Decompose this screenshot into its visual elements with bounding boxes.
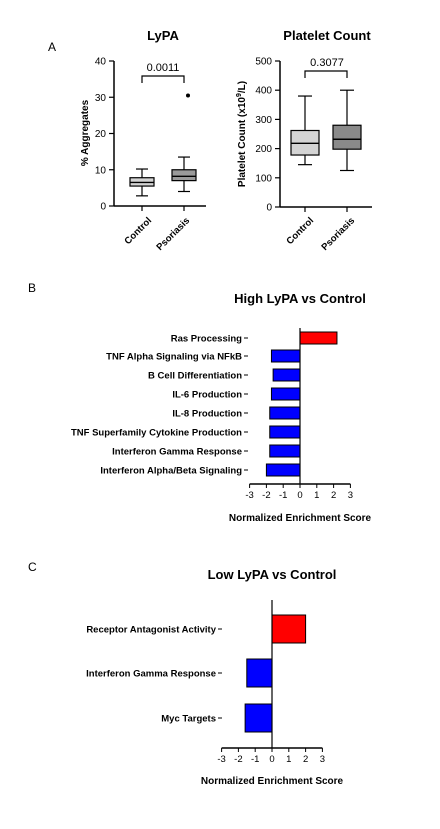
platelet-box [332, 124, 362, 150]
platelet-ytick-label: 500 [255, 57, 272, 68]
platelet-ylabel: Platelet Count (x109/L) [236, 81, 248, 187]
high-lypa-xtick-label: 0 [297, 490, 302, 501]
low-lypa-xtick-label: 1 [286, 754, 291, 765]
platelet-xtick-psoriasis: Psoriasis [319, 215, 357, 253]
low-lypa-xtick-label: 0 [269, 754, 274, 765]
low-lypa-xtick-label: 2 [303, 754, 308, 765]
high-lypa-category-label: Interferon Alpha/Beta Signaling [100, 466, 242, 477]
high-lypa-bar [269, 406, 301, 420]
high-lypa-category-label: Interferon Gamma Response [112, 447, 242, 458]
low-lypa-xlabel: Normalized Enrichment Score [201, 776, 344, 787]
lypa-boxplot: LyPA % Aggregates 0.0011 Control Psorias… [80, 28, 206, 253]
low-lypa-xtick-label: -1 [251, 754, 259, 765]
low-lypa-category-label: Myc Targets [161, 714, 216, 725]
high-lypa-xtick-label: 2 [331, 490, 336, 501]
platelet-xtick-control: Control [284, 215, 316, 247]
low-lypa-xtick-label: 3 [320, 754, 325, 765]
low-lypa-xtick-label: -3 [217, 754, 225, 765]
high-lypa-bar [272, 368, 301, 382]
high-lypa-xtick-label: -2 [262, 490, 270, 501]
platelet-ytick-label: 100 [255, 173, 272, 184]
low-lypa-barchart: Low LyPA vs Control Normalized Enrichmen… [86, 567, 343, 787]
lypa-title: LyPA [147, 28, 179, 43]
high-lypa-category-label: B Cell Differentiation [148, 371, 242, 382]
low-lypa-category-label: Receptor Antagonist Activity [86, 625, 216, 636]
platelet-ytick-label: 300 [255, 115, 272, 126]
platelet-ytick-label: 400 [255, 86, 272, 97]
high-lypa-title: High LyPA vs Control [234, 291, 366, 306]
lypa-ylabel: % Aggregates [80, 99, 91, 166]
low-lypa-bar [246, 658, 273, 688]
panel-label-a: A [48, 40, 56, 54]
high-lypa-xtick-label: 1 [314, 490, 319, 501]
lypa-ytick-label: 30 [95, 93, 107, 104]
platelet-ytick-label: 0 [266, 203, 272, 214]
lypa-xtick-control: Control [122, 215, 154, 247]
lypa-ytick-label: 10 [95, 165, 107, 176]
high-lypa-category-label: Ras Processing [171, 334, 242, 345]
high-lypa-bar [270, 387, 301, 401]
lypa-significance-bracket [141, 75, 185, 83]
platelet-boxplot: Platelet Count Platelet Count (x109/L) 0… [236, 28, 372, 253]
panel-label-b: B [28, 281, 36, 295]
high-lypa-xtick-label: -3 [245, 490, 253, 501]
high-lypa-bar [269, 444, 301, 458]
high-lypa-category-label: IL-6 Production [172, 390, 242, 401]
high-lypa-category-label: TNF Superfamily Cytokine Production [71, 428, 242, 439]
high-lypa-xtick-label: 3 [348, 490, 353, 501]
lypa-outlier [186, 93, 190, 98]
low-lypa-bar [271, 614, 307, 644]
high-lypa-xlabel: Normalized Enrichment Score [229, 513, 372, 524]
high-lypa-bar [270, 349, 301, 363]
lypa-xtick-psoriasis: Psoriasis [154, 215, 192, 253]
high-lypa-category-label: TNF Alpha Signaling via NFkB [106, 352, 242, 363]
high-lypa-barchart: High LyPA vs Control Normalized Enrichme… [71, 291, 372, 524]
platelet-pvalue: 0.3077 [310, 57, 344, 69]
lypa-ytick-label: 20 [95, 129, 107, 140]
low-lypa-xtick-label: -2 [234, 754, 242, 765]
lypa-pvalue: 0.0011 [147, 62, 180, 74]
lypa-box [171, 169, 197, 182]
low-lypa-title: Low LyPA vs Control [208, 567, 337, 582]
lypa-ytick-label: 0 [100, 202, 106, 213]
high-lypa-bar [265, 463, 301, 477]
low-lypa-category-label: Interferon Gamma Response [86, 669, 216, 680]
panel-label-c: C [28, 560, 37, 574]
high-lypa-bar [299, 331, 338, 345]
platelet-title: Platelet Count [283, 28, 371, 43]
lypa-ytick-label: 40 [95, 57, 107, 68]
high-lypa-category-label: IL-8 Production [172, 409, 242, 420]
high-lypa-bar [269, 425, 301, 439]
platelet-significance-bracket [304, 70, 348, 78]
high-lypa-xtick-label: -1 [279, 490, 287, 501]
platelet-ytick-label: 200 [255, 144, 272, 155]
low-lypa-bar [244, 703, 273, 733]
